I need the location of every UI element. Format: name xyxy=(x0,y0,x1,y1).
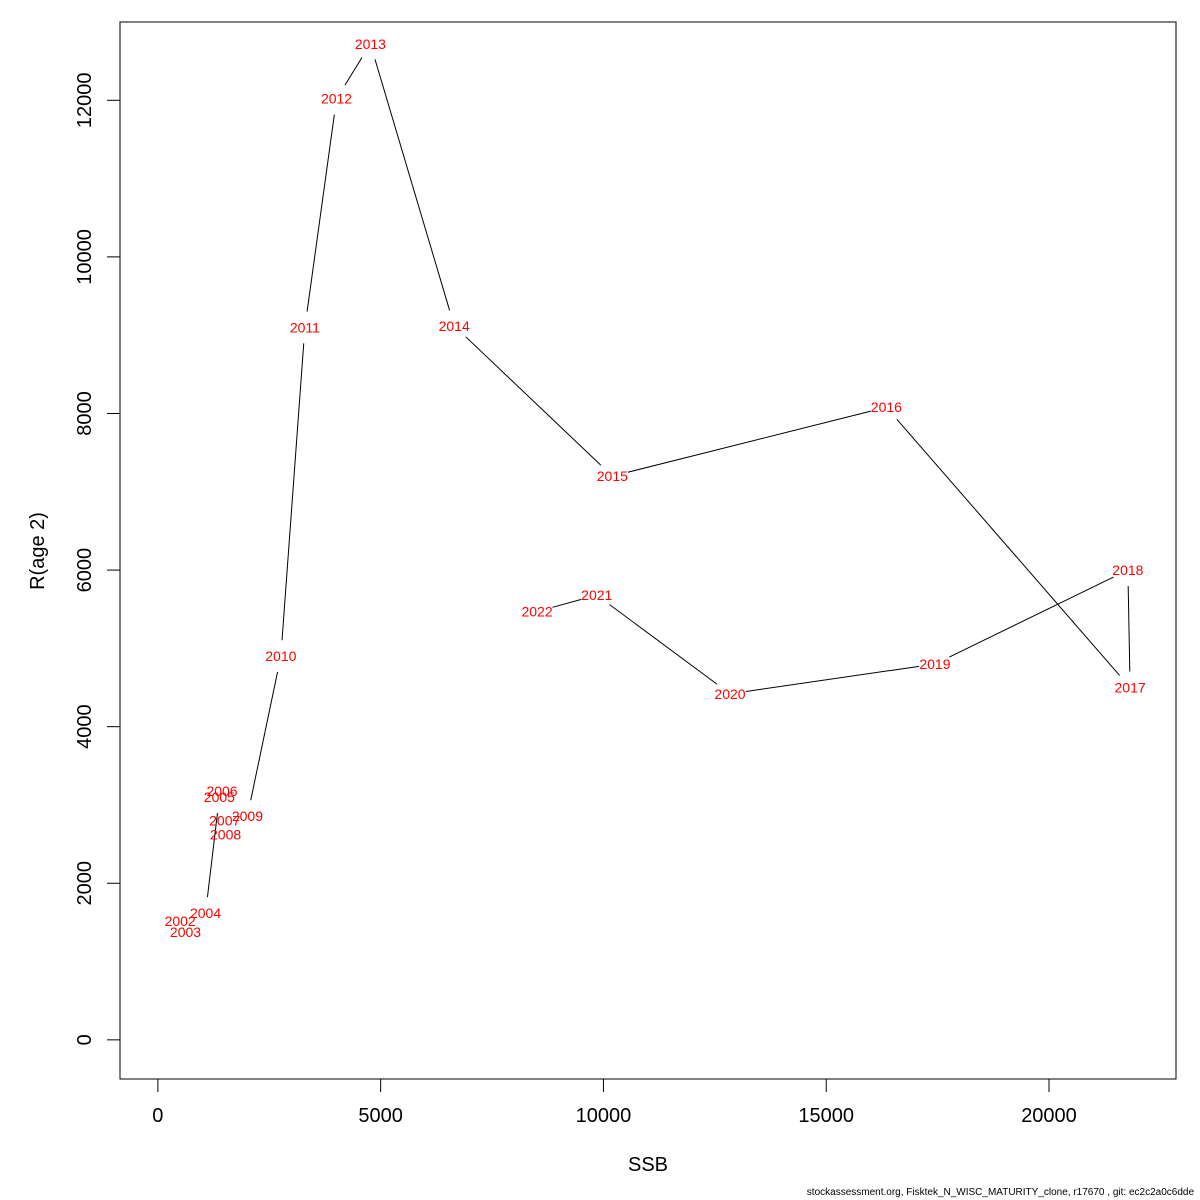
y-tick-label: 10000 xyxy=(74,229,96,285)
point-label-2012: 2012 xyxy=(321,91,352,107)
series-segment xyxy=(374,59,451,311)
point-label-2014: 2014 xyxy=(439,318,470,334)
series-segment xyxy=(281,343,305,641)
point-label-2016: 2016 xyxy=(871,399,902,415)
y-tick-label: 12000 xyxy=(74,72,96,128)
point-label-2004: 2004 xyxy=(190,905,221,921)
x-tick-label: 15000 xyxy=(798,1105,854,1127)
plot-area-frame xyxy=(119,21,1177,1080)
series-segment xyxy=(896,418,1120,676)
point-label-2019: 2019 xyxy=(919,656,950,672)
series-segment xyxy=(306,114,335,312)
point-label-2003: 2003 xyxy=(170,924,201,940)
series-line xyxy=(206,57,1131,898)
point-label-2002: 2002 xyxy=(165,913,196,929)
y-axis-title: R(age 2) xyxy=(27,512,49,590)
y-tick-label: 2000 xyxy=(74,861,96,906)
series-segment xyxy=(250,671,279,801)
point-label-2006: 2006 xyxy=(206,783,237,799)
y-axis: 0 2000 4000 6000 8000 10000 12000 xyxy=(74,72,121,1045)
x-tick-label: 5000 xyxy=(358,1105,403,1127)
y-tick-label: 6000 xyxy=(74,548,96,593)
point-label-2017: 2017 xyxy=(1115,680,1146,696)
point-label-2007: 2007 xyxy=(209,813,240,829)
point-label-2011: 2011 xyxy=(290,319,320,335)
point-label-2022: 2022 xyxy=(521,604,552,620)
series-segment xyxy=(465,336,602,466)
point-label-2013: 2013 xyxy=(355,36,386,52)
point-label-2010: 2010 xyxy=(265,648,296,664)
series-segment xyxy=(552,598,582,608)
point-label-2008: 2008 xyxy=(210,827,241,843)
point-label-2018: 2018 xyxy=(1112,562,1143,578)
y-tick-label: 0 xyxy=(74,1034,96,1045)
x-tick-label: 0 xyxy=(152,1105,163,1127)
point-labels: 2002200320042005200620072008200920102011… xyxy=(165,36,1146,940)
y-tick-label: 4000 xyxy=(74,704,96,749)
x-tick-label: 10000 xyxy=(576,1105,632,1127)
point-label-2021: 2021 xyxy=(581,587,612,603)
footer-credit: stockassessment.org, Fisktek_N_WISC_MATU… xyxy=(806,1187,1194,1198)
series-segment xyxy=(609,604,718,685)
series-segment xyxy=(627,410,871,473)
series-segment xyxy=(949,576,1114,658)
x-axis-title: SSB xyxy=(628,1154,668,1176)
point-label-2020: 2020 xyxy=(714,686,745,702)
point-label-2009: 2009 xyxy=(232,808,263,824)
series-segment xyxy=(1127,586,1131,672)
x-tick-label: 20000 xyxy=(1021,1105,1077,1127)
x-axis: 0 5000 10000 15000 20000 xyxy=(152,1078,1077,1127)
y-tick-label: 8000 xyxy=(74,391,96,436)
point-label-2015: 2015 xyxy=(597,468,628,484)
series-segment xyxy=(206,812,218,898)
series-segment xyxy=(344,57,363,86)
series-segment xyxy=(745,665,920,692)
point-label-2005: 2005 xyxy=(204,789,235,805)
